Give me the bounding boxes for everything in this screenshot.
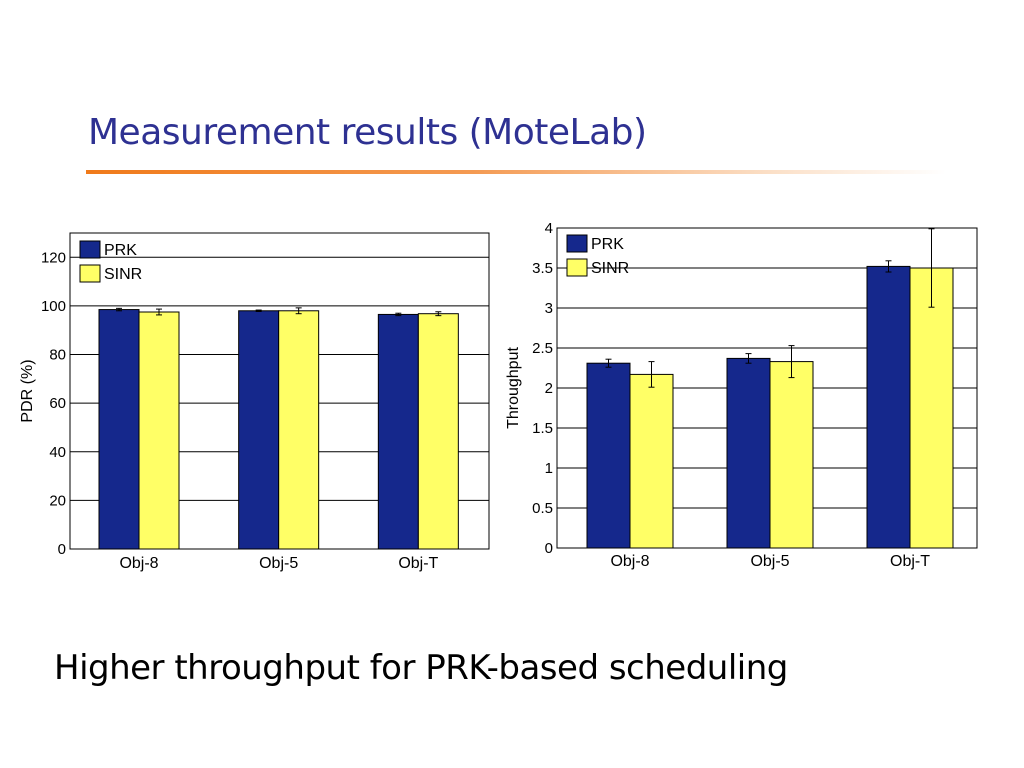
- legend-swatch-prk: [79, 240, 101, 259]
- y-tick-label: 120: [41, 249, 66, 266]
- legend-label-prk: PRK: [104, 242, 137, 259]
- y-tick-label: 0: [545, 540, 553, 557]
- y-tick-label: 80: [49, 347, 66, 364]
- y-tick-label: 0: [58, 541, 66, 558]
- plot-frame: [69, 232, 490, 550]
- x-tick-label: Obj-T: [890, 553, 930, 570]
- title-divider: [86, 170, 946, 174]
- y-axis-title: PDR (%): [19, 359, 36, 422]
- legend-swatch-prk: [566, 234, 588, 253]
- bar-prk-obj-t: [377, 313, 419, 550]
- y-tick-label: 100: [41, 298, 66, 315]
- y-tick-label: 1: [545, 460, 553, 477]
- y-tick-label: 20: [49, 492, 66, 509]
- bar-prk-obj-t: [866, 265, 911, 549]
- y-tick-label: 3: [545, 300, 553, 317]
- legend-label-sinr: SINR: [104, 266, 142, 283]
- y-tick-label: 1.5: [532, 420, 553, 437]
- legend-label-prk: PRK: [591, 236, 624, 253]
- y-tick-label: 3.5: [532, 260, 553, 277]
- bar-sinr-obj-8: [138, 311, 180, 550]
- x-tick-label: Obj-8: [610, 553, 649, 570]
- y-tick-label: 2: [545, 380, 553, 397]
- bar-prk-obj-5: [726, 357, 771, 549]
- bar-sinr-obj-t: [417, 313, 459, 550]
- x-tick-label: Obj-8: [119, 555, 158, 572]
- y-tick-label: 4: [545, 220, 553, 237]
- y-tick-label: 40: [49, 444, 66, 461]
- legend-swatch-sinr: [79, 264, 101, 283]
- bar-prk-obj-5: [238, 310, 280, 550]
- y-tick-label: 0.5: [532, 500, 553, 517]
- y-tick-label: 60: [49, 395, 66, 412]
- bar-sinr-obj-5: [769, 361, 814, 549]
- x-tick-label: Obj-5: [259, 555, 298, 572]
- y-axis-title: Throughput: [505, 347, 522, 429]
- plot-frame: [556, 227, 978, 549]
- bar-prk-obj-8: [98, 309, 140, 550]
- bar-sinr-obj-5: [278, 310, 320, 550]
- slide-title: Measurement results (MoteLab): [88, 112, 647, 153]
- y-tick-label: 2.5: [532, 340, 553, 357]
- pdr-bar-chart: 0 20 40 60 80 100 120 PDR (%) Obj-8 Obj-5 Obj-T PRK…: [19, 232, 490, 572]
- bar-sinr-obj-8: [629, 373, 674, 549]
- x-tick-label: Obj-5: [750, 553, 789, 570]
- x-tick-label: Obj-T: [398, 555, 438, 572]
- throughput-bar-chart: 0 0.5 1 1.5 2 2.5 3 3.5 4 Throughput Obj-8 Obj-5 Obj…: [505, 220, 978, 570]
- legend-label-sinr: SINR: [591, 260, 629, 277]
- slide-caption: Higher throughput for PRK-based scheduli…: [54, 648, 788, 688]
- bar-sinr-obj-t: [909, 267, 954, 549]
- legend-swatch-sinr: [566, 258, 588, 277]
- bar-prk-obj-8: [586, 362, 631, 549]
